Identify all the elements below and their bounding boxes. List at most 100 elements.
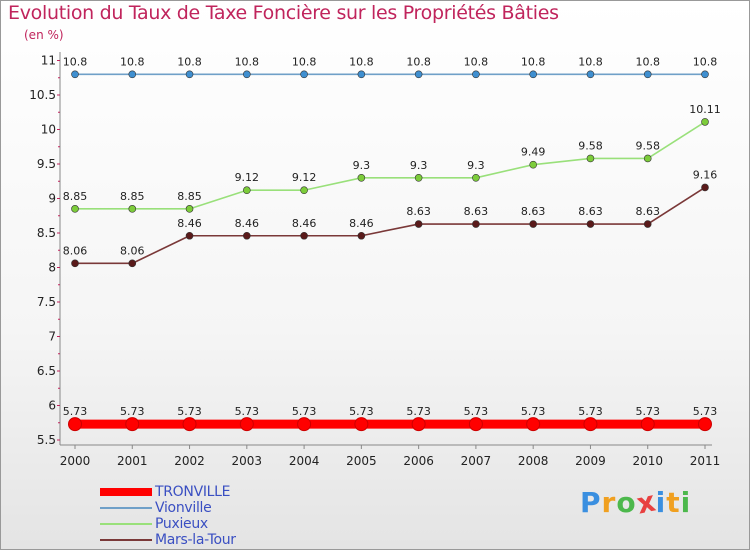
data-label: 5.73	[235, 405, 260, 418]
data-point	[239, 417, 254, 432]
data-label: 8.85	[120, 190, 145, 203]
series-line-mars-la-tour	[75, 186, 706, 265]
legend-swatch-puxieux	[100, 523, 152, 525]
data-label: 5.73	[63, 405, 88, 418]
data-label: 10.8	[406, 55, 431, 68]
data-label: 5.73	[635, 405, 660, 418]
legend-swatch-tronville	[100, 488, 152, 496]
x-tick-label: 2001	[117, 454, 148, 468]
data-point	[643, 220, 652, 228]
data-label: 5.73	[120, 405, 145, 418]
legend-label-tronville: TRONVILLE	[155, 484, 231, 500]
data-point	[529, 70, 537, 79]
x-tick-label: 2006	[403, 454, 434, 468]
legend-swatch-vionville	[100, 507, 152, 509]
data-label: 8.06	[63, 244, 88, 257]
data-point	[586, 220, 595, 228]
data-label: 9.3	[410, 159, 428, 172]
data-label: 5.73	[693, 405, 718, 418]
data-point	[529, 220, 537, 228]
x-tick-label: 2007	[461, 454, 492, 468]
y-tick-label: 5.5	[37, 433, 56, 447]
data-point	[243, 231, 251, 240]
data-point	[583, 417, 598, 432]
data-label: 9.58	[635, 139, 660, 152]
legend-swatch-mars-la-tour	[100, 539, 152, 541]
data-point	[526, 417, 541, 432]
data-point	[640, 417, 655, 432]
data-label: 10.8	[693, 55, 718, 68]
data-label: 10.8	[464, 55, 489, 68]
data-point	[643, 70, 652, 79]
data-label: 5.73	[406, 405, 431, 418]
data-label: 10.8	[635, 55, 660, 68]
data-label: 8.63	[464, 205, 489, 218]
data-label: 9.49	[521, 146, 546, 159]
data-label: 10.8	[349, 55, 374, 68]
data-point	[701, 118, 709, 126]
proxiti-logo[interactable]: Proxiti	[580, 484, 692, 520]
data-label: 5.73	[578, 405, 603, 418]
logo-letter: o	[616, 486, 637, 519]
data-point	[357, 174, 366, 182]
data-point	[472, 174, 480, 182]
data-label: 10.8	[292, 55, 317, 68]
data-label: 8.46	[235, 217, 260, 230]
data-label: 8.63	[635, 205, 660, 218]
data-label: 10.8	[521, 55, 546, 68]
data-label: 9.3	[467, 159, 485, 172]
y-tick-label: 10	[41, 123, 56, 137]
logo-letter: i	[680, 486, 692, 519]
data-label: 8.85	[177, 190, 202, 203]
data-point	[185, 205, 194, 213]
x-tick-label: 2010	[632, 454, 663, 468]
x-tick-label: 2011	[690, 454, 721, 468]
data-point	[643, 154, 652, 163]
data-label: 9.12	[235, 171, 260, 184]
data-point	[128, 70, 137, 79]
data-point	[529, 160, 537, 169]
data-label: 10.8	[177, 55, 202, 68]
legend-label-puxieux: Puxieux	[155, 516, 208, 532]
x-tick-label: 2005	[346, 454, 377, 468]
data-label: 10.11	[689, 103, 721, 116]
legend-label-vionville: Vionville	[155, 500, 212, 516]
data-label: 10.8	[578, 55, 603, 68]
data-point	[701, 183, 709, 192]
data-label: 5.73	[521, 405, 546, 418]
chart-title: Evolution du Taux de Taxe Foncière sur l…	[8, 2, 559, 24]
y-tick-label: 6	[48, 399, 56, 413]
data-point	[586, 70, 595, 79]
y-tick-label: 9.5	[37, 157, 56, 171]
data-point	[414, 70, 423, 79]
data-point	[71, 259, 79, 268]
data-label: 5.73	[464, 405, 489, 418]
data-label: 10.8	[120, 55, 145, 68]
data-point	[185, 231, 194, 240]
data-point	[71, 205, 79, 213]
data-label: 9.58	[578, 139, 603, 152]
data-point	[243, 186, 251, 195]
x-tick-label: 2004	[289, 454, 320, 468]
data-label: 5.73	[349, 405, 374, 418]
data-label: 10.8	[63, 55, 88, 68]
data-point	[68, 417, 82, 432]
data-label: 8.63	[406, 205, 431, 218]
x-tick-label: 2003	[232, 454, 263, 468]
logo-letter: i	[655, 486, 667, 519]
y-tick-label: 8.5	[37, 226, 56, 240]
y-tick-label: 7.5	[37, 295, 56, 309]
data-point	[71, 70, 79, 79]
data-point	[125, 417, 140, 432]
data-label: 8.46	[349, 217, 374, 230]
logo-letter: t	[666, 486, 681, 519]
data-label: 8.85	[63, 190, 88, 203]
x-tick-label: 2009	[575, 454, 606, 468]
logo-letter: P	[580, 486, 602, 519]
data-point	[472, 220, 480, 228]
data-point	[297, 417, 312, 432]
data-point	[128, 205, 137, 213]
data-point	[300, 186, 308, 195]
